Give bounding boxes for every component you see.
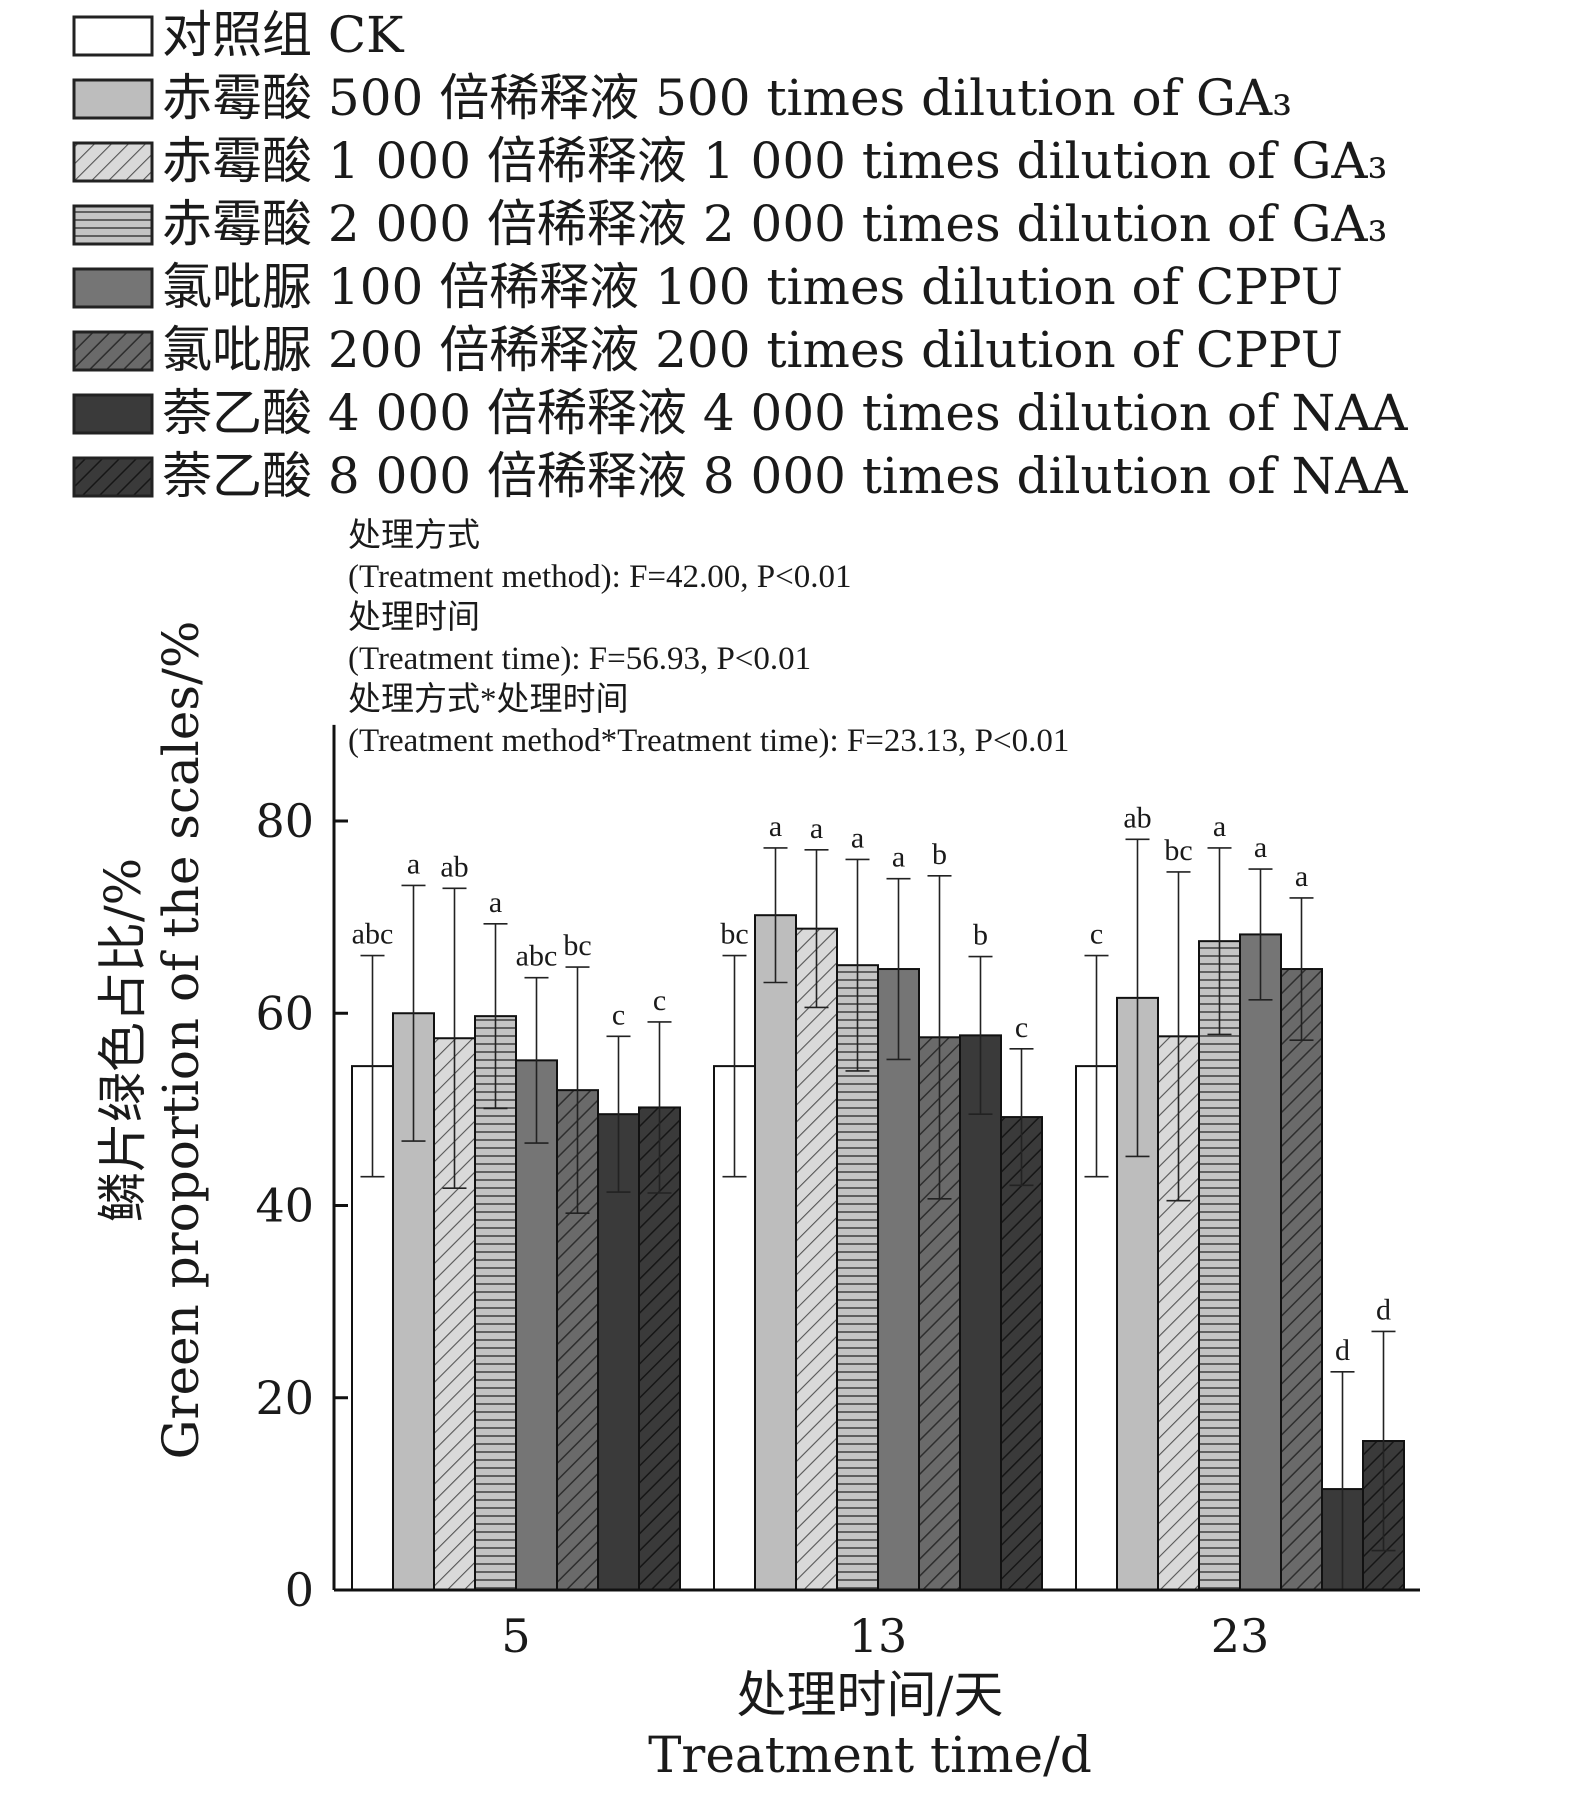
significance-label: a (851, 821, 864, 854)
bar (877, 968, 920, 1591)
significance-label: c (653, 984, 666, 1017)
legend-item: 萘乙酸 4 000 倍稀释液 4 000 times dilution of N… (72, 384, 1408, 442)
significance-label: a (1213, 810, 1226, 843)
significance-label: d (1335, 1334, 1350, 1367)
legend-swatch (72, 456, 154, 498)
bar (754, 914, 797, 1591)
bar (959, 1034, 1002, 1591)
bar (1198, 940, 1241, 1591)
legend-item: 对照组 CK (72, 6, 405, 64)
legend-swatch (72, 267, 154, 309)
stats-line: (Treatment time): F=56.93, P<0.01 (348, 641, 811, 677)
stats-annotation: 处理方式 (Treatment method): F=42.00, P<0.01 处… (348, 517, 1069, 759)
significance-label: b (973, 919, 988, 952)
bar (1280, 968, 1323, 1591)
legend-swatch (72, 78, 154, 120)
y-axis-title-en: Green proportion of the scales/% (152, 621, 210, 1460)
legend-swatch (72, 330, 154, 372)
significance-label: a (769, 810, 782, 843)
legend-swatch (72, 393, 154, 435)
legend-label: 对照组 CK (162, 6, 405, 64)
x-axis-title-en: Treatment time/d (648, 1726, 1092, 1784)
significance-label: abc (352, 918, 394, 951)
stats-line: (Treatment method): F=42.00, P<0.01 (348, 559, 852, 595)
y-axis-title-cn: 鳞片绿色占比/% (94, 858, 152, 1222)
legend-label: 赤霉酸 1 000 倍稀释液 1 000 times dilution of G… (162, 132, 1388, 190)
legend-label: 氯吡脲 200 倍稀释液 200 times dilution of CPPU (162, 321, 1343, 379)
x-tick-label: 23 (1211, 1609, 1270, 1663)
significance-label: b (932, 838, 947, 871)
significance-label: bc (1164, 834, 1192, 867)
legend-item: 氯吡脲 200 倍稀释液 200 times dilution of CPPU (72, 321, 1343, 379)
stats-line: (Treatment method*Treatment time): F=23.… (348, 723, 1069, 759)
y-tick-label: 40 (255, 1179, 314, 1233)
legend-label: 萘乙酸 4 000 倍稀释液 4 000 times dilution of N… (162, 384, 1408, 442)
significance-label: a (1295, 860, 1308, 893)
significance-label: c (612, 998, 625, 1031)
stats-line: 处理时间 (348, 599, 480, 636)
legend-swatch (72, 15, 154, 57)
significance-label: a (489, 886, 502, 919)
significance-label: ab (1123, 801, 1151, 834)
x-tick-label: 13 (849, 1609, 908, 1663)
legend-label: 氯吡脲 100 倍稀释液 100 times dilution of CPPU (162, 258, 1343, 316)
y-axis: 0 20 40 60 80 (255, 724, 348, 1617)
significance-label: a (892, 841, 905, 874)
x-axis-title-cn: 处理时间/天 (737, 1666, 1004, 1724)
stats-line: 处理方式 (348, 517, 480, 554)
y-tick-label: 60 (255, 986, 314, 1040)
significance-label: c (1015, 1011, 1028, 1044)
legend-swatch (72, 141, 154, 183)
significance-label: a (810, 812, 823, 845)
legend-item: 萘乙酸 8 000 倍稀释液 8 000 times dilution of N… (72, 447, 1408, 505)
legend-item: 赤霉酸 500 倍稀释液 500 times dilution of GA₃ (72, 69, 1292, 127)
legend-item: 赤霉酸 1 000 倍稀释液 1 000 times dilution of G… (72, 132, 1388, 190)
y-tick-label: 80 (255, 794, 314, 848)
significance-label: abc (516, 940, 558, 973)
stats-line: 处理方式*处理时间 (348, 681, 629, 718)
y-axis-title: 鳞片绿色占比/% Green proportion of the scales/… (94, 621, 210, 1460)
legend-item: 赤霉酸 2 000 倍稀释液 2 000 times dilution of G… (72, 195, 1388, 253)
legend-label: 赤霉酸 2 000 倍稀释液 2 000 times dilution of G… (162, 195, 1388, 253)
significance-label: d (1376, 1293, 1391, 1326)
legend-item: 氯吡脲 100 倍稀释液 100 times dilution of CPPU (72, 258, 1343, 316)
significance-label: c (1090, 918, 1103, 951)
y-tick-label: 0 (285, 1563, 314, 1617)
legend-label: 赤霉酸 500 倍稀释液 500 times dilution of GA₃ (162, 69, 1292, 127)
bar (1000, 1116, 1043, 1591)
legend-label: 萘乙酸 8 000 倍稀释液 8 000 times dilution of N… (162, 447, 1408, 505)
legend-swatch (72, 204, 154, 246)
x-axis: 5 13 23 (334, 1588, 1420, 1663)
y-tick-label: 20 (255, 1371, 314, 1425)
significance-label: a (1254, 831, 1267, 864)
x-tick-label: 5 (501, 1609, 530, 1663)
significance-label: ab (440, 850, 468, 883)
bar (1239, 933, 1282, 1591)
significance-label: a (407, 847, 420, 880)
significance-label: bc (720, 918, 748, 951)
significance-label: bc (563, 929, 591, 962)
bar (795, 927, 838, 1591)
